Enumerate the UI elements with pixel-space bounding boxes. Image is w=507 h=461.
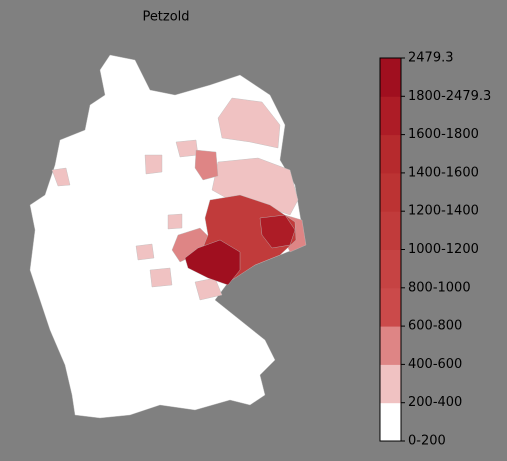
region [194, 277, 223, 301]
region [135, 243, 155, 261]
colorbar: 0-200 200-400 400-600 600-800 800-1000 1000-1… [379, 51, 491, 449]
germany-map [29, 54, 307, 419]
colorbar-label: 400-600 [408, 357, 462, 372]
region [211, 157, 299, 216]
colorbar-band [380, 287, 401, 327]
colorbar-label: 0-200 [408, 434, 446, 449]
region [184, 239, 241, 286]
colorbar-label: 1000-1200 [408, 242, 479, 257]
region [194, 149, 219, 181]
colorbar-label: 600-800 [408, 319, 462, 334]
colorbar-label: 1400-1600 [408, 165, 479, 180]
colorbar-label: 1600-1800 [408, 127, 479, 142]
map-title: Petzold [142, 10, 189, 25]
colorbar-label: 200-400 [408, 395, 462, 410]
colorbar-band [380, 172, 401, 212]
colorbar-band [380, 326, 401, 365]
colorbar-band [380, 58, 401, 97]
colorbar-label: 1200-1400 [408, 204, 479, 219]
region [175, 139, 199, 158]
colorbar-label: 800-1000 [408, 280, 471, 295]
colorbar-band [380, 96, 401, 136]
country-shape [29, 54, 306, 419]
region [217, 97, 281, 149]
region [259, 214, 296, 249]
colorbar-band [380, 134, 401, 174]
region [144, 154, 163, 175]
region [149, 267, 173, 288]
colorbar-band [380, 211, 401, 250]
region [51, 167, 71, 187]
colorbar-band [380, 364, 401, 404]
region [167, 213, 183, 230]
colorbar-band [380, 402, 401, 442]
colorbar-band [380, 249, 401, 289]
colorbar-label: 1800-2479.3 [408, 89, 491, 104]
colorbar-label: 2479.3 [408, 51, 454, 66]
